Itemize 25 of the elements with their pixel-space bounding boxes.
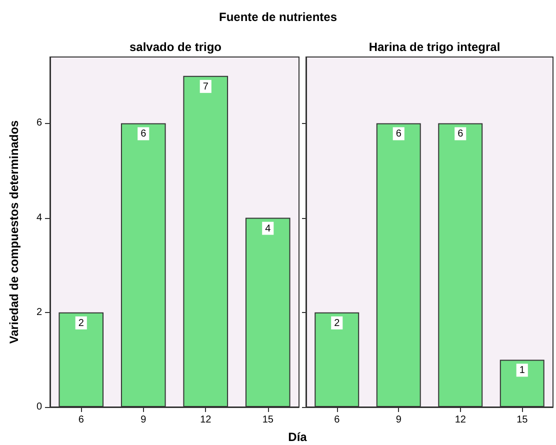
x-tick-label: 9 [396,414,402,426]
x-tick-label: 6 [78,414,84,426]
y-tick-label: 6 [36,118,42,129]
x-tick-label: 12 [200,414,212,426]
x-tick-label: 15 [516,414,528,426]
y-tick-label: 2 [36,306,42,318]
data-label: 2 [78,318,84,329]
chart-title: salvado de trigo [129,40,222,54]
y-tick-label: 0 [36,402,42,412]
data-label: 7 [202,81,209,92]
x-tick-label: 15 [262,414,274,426]
data-label: 6 [140,128,147,140]
x-tick-label: 6 [334,414,340,426]
chart-title: Harina de trigo integral [368,40,500,54]
data-label: 1 [519,365,526,376]
x-tick-label: 9 [140,414,147,426]
data-label: 6 [396,128,402,140]
data-label: 4 [265,223,272,234]
source-note: Fuente de nutrientes [218,10,338,24]
y-axis-title: Variedad de compuestos determinados [7,120,21,344]
y-tick-label: 4 [36,212,42,224]
data-label: 2 [334,318,340,329]
x-tick-label: 12 [454,414,466,426]
x-axis-title: Día [287,430,308,444]
data-label: 6 [458,128,464,140]
